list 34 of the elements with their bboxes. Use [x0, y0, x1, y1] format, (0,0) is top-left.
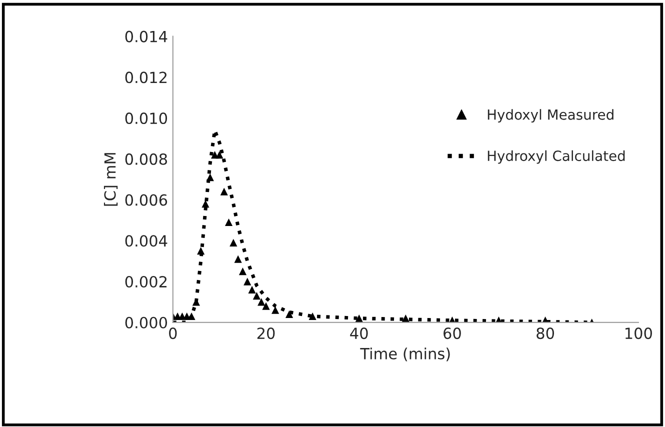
- x-axis-title: Time (mins): [360, 348, 450, 362]
- x-tick-label: 60: [444, 328, 461, 340]
- point: [244, 278, 252, 286]
- y-tick-label: 0.008: [125, 153, 167, 165]
- x-tick-label: 40: [350, 328, 368, 340]
- y-tick-label: 0.010: [125, 112, 168, 124]
- point: [234, 255, 242, 263]
- point: [216, 151, 224, 159]
- point: [252, 292, 260, 300]
- point: [285, 310, 294, 318]
- legend-label: Hydoxyl Measured: [488, 109, 614, 123]
- x-tick-label: 0: [169, 328, 177, 340]
- point: [402, 314, 410, 322]
- point: [272, 306, 280, 314]
- point: [238, 267, 247, 276]
- y-tick-label: 0.012: [125, 72, 167, 84]
- point: [220, 188, 228, 196]
- y-tick-label: 0.014: [125, 30, 168, 42]
- x-tick-label: 20: [257, 328, 275, 340]
- y-tick-label: 0.006: [125, 194, 168, 206]
- legend-label: Hydroxyl Calculated: [488, 150, 625, 164]
- y-tick-label: 0.002: [125, 276, 167, 288]
- y-axis-title: [C] mM: [104, 153, 118, 206]
- point: [258, 298, 266, 306]
- point: [355, 314, 363, 322]
- point: [230, 238, 238, 246]
- y-tick-label: 0.004: [125, 235, 168, 247]
- x-tick-label: 80: [536, 328, 554, 340]
- point: [224, 218, 233, 226]
- y-tick-label: 0.000: [125, 316, 168, 328]
- point: [248, 286, 256, 294]
- point: [262, 302, 270, 310]
- x-tick-label: 100: [625, 328, 652, 340]
- point: [308, 312, 316, 320]
